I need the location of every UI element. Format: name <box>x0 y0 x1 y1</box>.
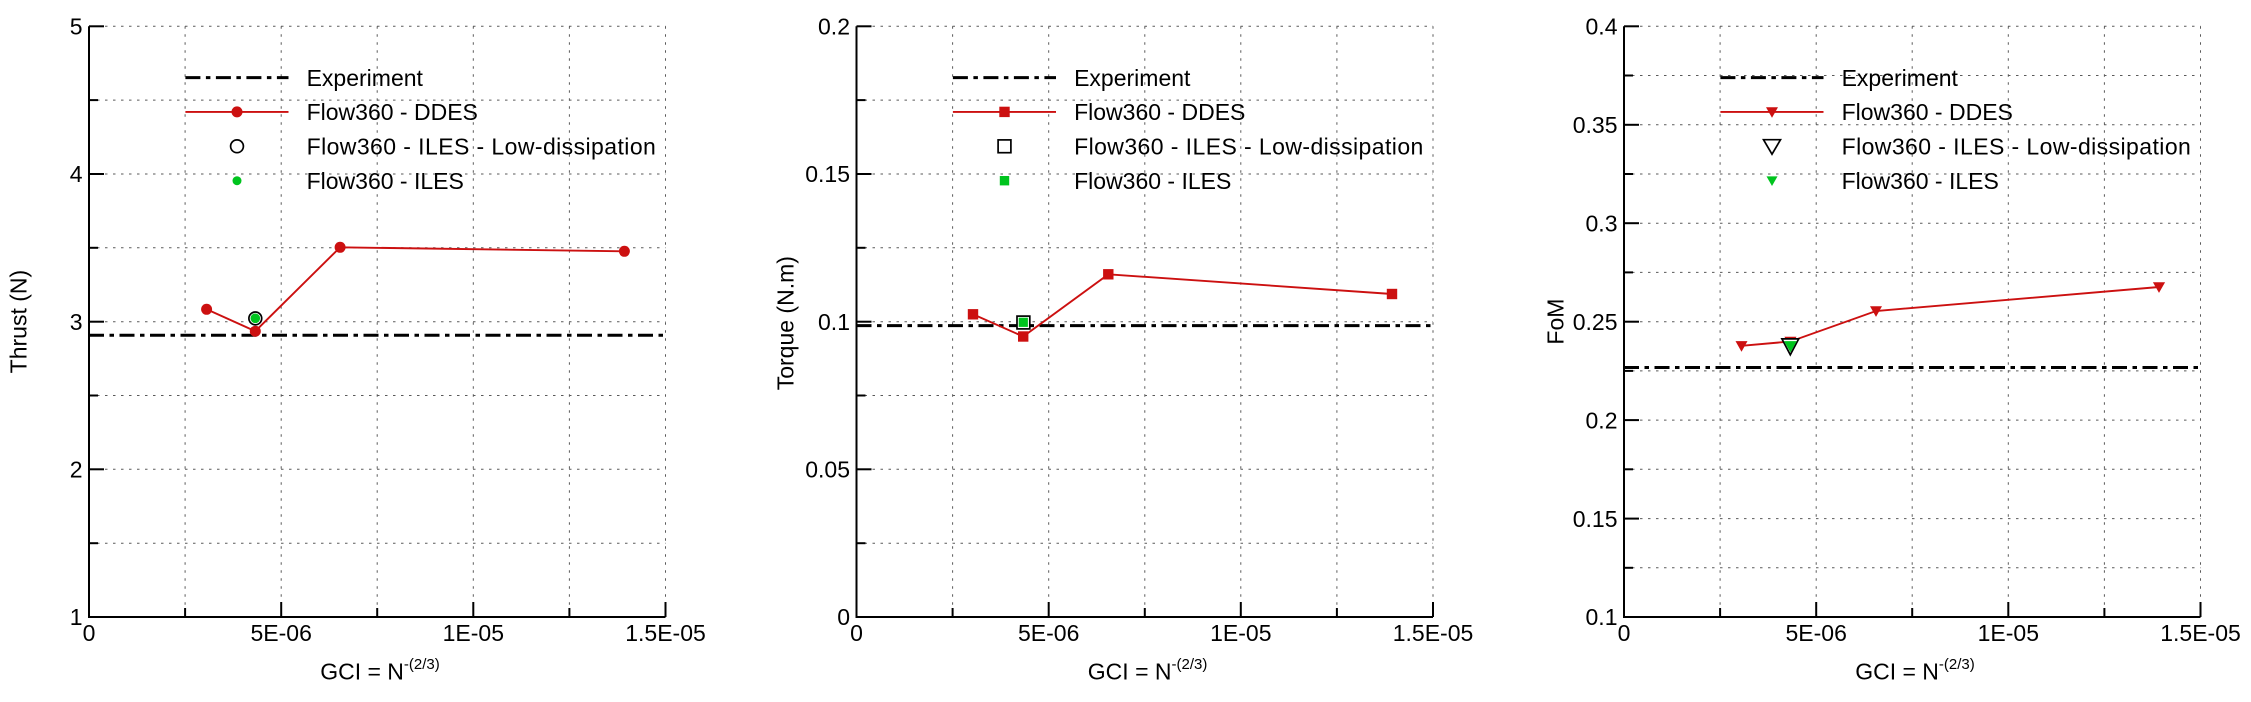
svg-text:FoM: FoM <box>1543 299 1569 345</box>
svg-text:3: 3 <box>70 309 83 335</box>
svg-text:Torque (N.m): Torque (N.m) <box>773 256 799 390</box>
svg-text:Flow360 - ILES: Flow360 - ILES <box>1074 168 1231 194</box>
svg-text:0.35: 0.35 <box>1573 112 1618 138</box>
svg-text:0.4: 0.4 <box>1586 14 1618 40</box>
svg-text:5: 5 <box>70 14 83 40</box>
svg-text:1.5E-05: 1.5E-05 <box>2160 620 2241 646</box>
svg-text:Flow360 - ILES: Flow360 - ILES <box>307 168 464 194</box>
svg-text:0: 0 <box>83 620 96 646</box>
svg-text:0.2: 0.2 <box>818 14 850 40</box>
svg-text:Flow360 - DDES: Flow360 - DDES <box>1842 99 2013 125</box>
svg-text:0: 0 <box>850 620 863 646</box>
svg-text:Flow360 - ILES - Low-dissipati: Flow360 - ILES - Low-dissipation <box>307 134 657 160</box>
svg-text:1E-05: 1E-05 <box>1978 620 2039 646</box>
svg-text:1.5E-05: 1.5E-05 <box>1393 620 1474 646</box>
svg-text:1E-05: 1E-05 <box>1210 620 1271 646</box>
svg-text:Flow360 - ILES: Flow360 - ILES <box>1842 168 1999 194</box>
svg-text:Experiment: Experiment <box>1842 65 1959 91</box>
svg-text:0.1: 0.1 <box>1586 604 1618 630</box>
svg-text:Experiment: Experiment <box>1074 65 1191 91</box>
svg-text:0.25: 0.25 <box>1573 309 1618 335</box>
svg-text:0.2: 0.2 <box>1586 407 1618 433</box>
svg-text:5E-06: 5E-06 <box>1018 620 1079 646</box>
svg-text:5E-06: 5E-06 <box>251 620 312 646</box>
svg-text:Flow360 - ILES - Low-dissipati: Flow360 - ILES - Low-dissipation <box>1842 134 2192 160</box>
svg-text:0.05: 0.05 <box>805 457 850 483</box>
svg-text:GCI = N-(2/3): GCI = N-(2/3) <box>1855 656 1975 684</box>
svg-text:2: 2 <box>70 457 83 483</box>
svg-text:GCI = N-(2/3): GCI = N-(2/3) <box>1088 656 1208 684</box>
svg-text:5E-06: 5E-06 <box>1786 620 1847 646</box>
svg-text:GCI = N-(2/3): GCI = N-(2/3) <box>320 656 440 684</box>
svg-text:0.1: 0.1 <box>818 309 850 335</box>
svg-text:Flow360 - ILES - Low-dissipati: Flow360 - ILES - Low-dissipation <box>1074 134 1424 160</box>
svg-text:Thrust (N): Thrust (N) <box>6 270 32 374</box>
svg-text:0.15: 0.15 <box>805 161 850 187</box>
svg-text:0.3: 0.3 <box>1586 210 1618 236</box>
svg-text:0.15: 0.15 <box>1573 506 1618 532</box>
svg-text:4: 4 <box>70 161 83 187</box>
svg-text:Experiment: Experiment <box>307 65 424 91</box>
svg-text:1.5E-05: 1.5E-05 <box>625 620 706 646</box>
svg-text:Flow360 - DDES: Flow360 - DDES <box>1074 99 1245 125</box>
svg-text:Flow360 - DDES: Flow360 - DDES <box>307 99 478 125</box>
svg-text:0: 0 <box>1618 620 1631 646</box>
svg-text:1: 1 <box>70 604 83 630</box>
svg-text:1E-05: 1E-05 <box>443 620 504 646</box>
svg-text:0: 0 <box>837 604 850 630</box>
